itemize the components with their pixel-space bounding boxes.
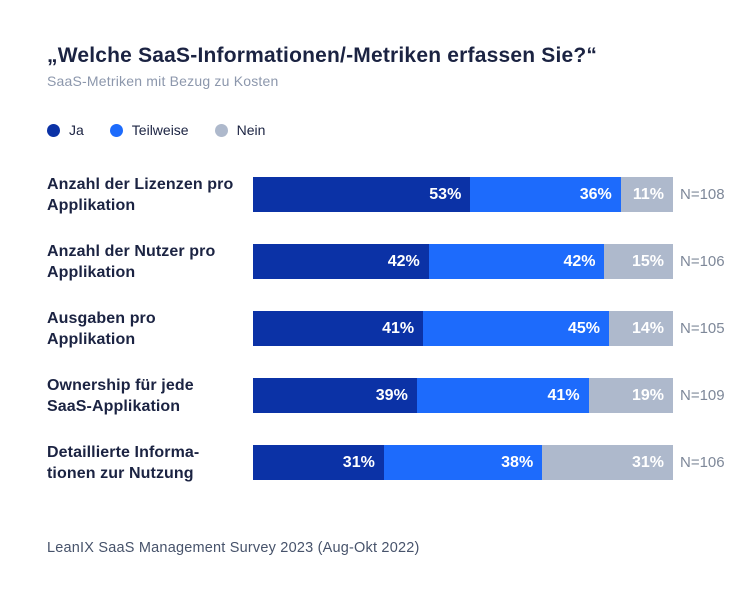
bar-segment-ja: 31%: [253, 445, 384, 480]
bar-segment-nein: 19%: [588, 378, 673, 413]
stacked-bar: 31% 38% 31%: [253, 445, 673, 480]
bar-segment-nein: 15%: [604, 244, 673, 279]
legend-dot-teilweise-icon: [109, 123, 123, 137]
legend-item-teilweise: Teilweise: [109, 122, 189, 138]
chart-row: Anzahl der Lizenzen pro Applikation 53% 36%…: [47, 176, 725, 214]
bar-segment-ja: 42%: [253, 244, 429, 279]
category-label: Anzahl der Nutzer pro Applikation: [47, 242, 216, 281]
stacked-bar: 53% 36% 11%: [253, 177, 673, 212]
chart-legend: Ja Teilweise Nein: [47, 122, 265, 138]
bar-segment-teilweise: 41%: [416, 378, 589, 413]
chart-row: Anzahl der Nutzer pro Applikation 42% 42% 15…: [47, 243, 725, 281]
stacked-bar: 42% 42% 15%: [253, 244, 673, 279]
category-label: Detaillierte Informa-tionen zur Nutzung: [47, 443, 200, 482]
sample-size-label: N=106: [680, 454, 725, 471]
category-label: Ausgaben pro Applikation: [47, 309, 156, 348]
bar-segment-teilweise: 45%: [423, 311, 609, 346]
source-caption: LeanIX SaaS Management Survey 2023 (Aug-…: [47, 540, 420, 556]
legend-item-ja: Ja: [47, 122, 84, 138]
sample-size-label: N=108: [680, 186, 725, 203]
legend-item-nein: Nein: [214, 122, 266, 138]
sample-size-label: N=109: [680, 387, 725, 404]
sample-size-label: N=106: [680, 253, 725, 270]
bar-segment-nein: 11%: [620, 177, 673, 212]
bar-segment-teilweise: 42%: [428, 244, 605, 279]
chart-rows: Anzahl der Lizenzen pro Applikation 53% 36%…: [47, 176, 725, 482]
legend-label: Teilweise: [131, 122, 189, 138]
legend-label: Nein: [236, 122, 266, 138]
sample-size-label: N=105: [680, 320, 725, 337]
chart-row: Ownership für jede SaaS-Applikation 39% 41%…: [47, 377, 725, 415]
chart-row: Ausgaben pro Applikation 41% 45% 14% N=105: [47, 310, 725, 348]
bar-segment-ja: 53%: [253, 177, 471, 212]
bar-segment-ja: 39%: [253, 378, 417, 413]
chart-row: Detaillierte Informa-tionen zur Nutzung 3…: [47, 444, 725, 482]
chart-title: „Welche SaaS-Informationen/-Metriken erf…: [47, 44, 598, 67]
stacked-bar: 41% 45% 14%: [253, 311, 673, 346]
stacked-bar: 39% 41% 19%: [253, 378, 673, 413]
legend-dot-nein-icon: [214, 123, 228, 137]
category-label: Ownership für jede SaaS-Applikation: [47, 376, 194, 415]
bar-segment-ja: 41%: [253, 311, 424, 346]
bar-segment-nein: 14%: [608, 311, 673, 346]
bar-segment-nein: 31%: [542, 445, 673, 480]
bar-segment-teilweise: 38%: [383, 445, 543, 480]
category-label: Anzahl der Lizenzen pro Applikation: [47, 175, 234, 214]
bar-segment-teilweise: 36%: [470, 177, 621, 212]
legend-label: Ja: [69, 122, 84, 138]
legend-dot-ja-icon: [47, 123, 60, 137]
chart-subtitle: SaaS-Metriken mit Bezug zu Kosten: [47, 73, 279, 89]
